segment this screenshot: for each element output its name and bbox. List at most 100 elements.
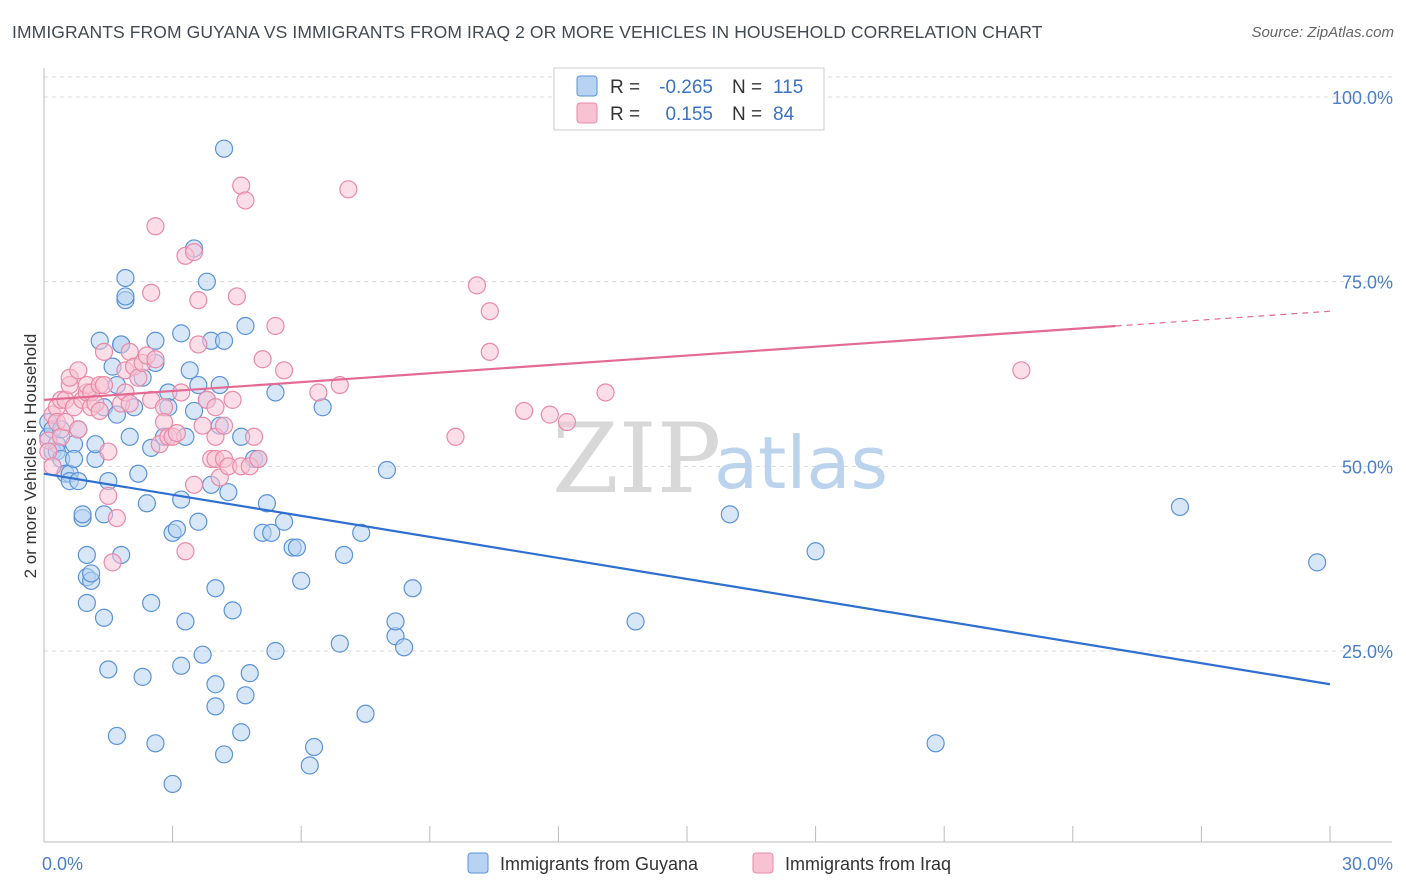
guyana-point xyxy=(274,512,294,531)
series-legend: Immigrants from Guyana Immigrants from I… xyxy=(467,852,951,874)
guyana-point xyxy=(232,723,251,742)
iraq-point xyxy=(309,383,328,402)
guyana-point xyxy=(142,593,161,613)
bottom-legend-label-iraq: Immigrants from Iraq xyxy=(785,854,951,874)
iraq-trend-line xyxy=(43,324,1116,401)
guyana-point xyxy=(292,571,311,590)
iraq-point xyxy=(184,243,204,262)
guyana-point xyxy=(77,545,96,565)
guyana-point xyxy=(163,774,182,794)
y-tick-label: 75.0% xyxy=(1342,273,1393,293)
watermark-zip: ZIP xyxy=(552,403,721,515)
guyana-point xyxy=(304,737,324,757)
legend-r-value-iraq: 0.155 xyxy=(665,104,713,125)
y-axis-label: 2 or more Vehicles in Household xyxy=(21,334,40,579)
guyana-point xyxy=(219,483,238,502)
iraq-point xyxy=(99,486,118,505)
chart-source: Source: ZipAtlas.com xyxy=(1251,24,1394,41)
legend-n-value-guyana: 115 xyxy=(773,77,803,98)
iraq-point xyxy=(214,416,234,435)
grid-lines xyxy=(44,76,1392,652)
guyana-point xyxy=(334,545,354,565)
guyana-point xyxy=(206,675,225,694)
iraq-point xyxy=(184,475,204,494)
bottom-legend-label-guyana: Immigrants from Guyana xyxy=(500,854,699,874)
guyana-point xyxy=(167,520,186,539)
guyana-point xyxy=(189,512,208,531)
y-tick-label: 50.0% xyxy=(1342,457,1393,477)
iraq-point xyxy=(94,375,114,395)
iraq-point xyxy=(223,390,242,409)
iraq-point xyxy=(103,553,122,572)
guyana-point xyxy=(116,287,135,306)
iraq-point xyxy=(515,401,534,421)
guyana-point xyxy=(394,638,414,657)
iraq-point xyxy=(99,442,118,461)
bottom-legend-swatch-guyana xyxy=(467,852,489,874)
guyana-point xyxy=(356,704,375,723)
y-tick-label: 100.0% xyxy=(1332,88,1393,108)
iraq-trend-line-extension xyxy=(1115,310,1331,327)
guyana-point xyxy=(120,427,139,446)
guyana-point xyxy=(266,641,285,661)
guyana-point xyxy=(180,361,199,380)
iraq-point xyxy=(107,508,126,528)
guyana-point xyxy=(210,375,229,395)
x-tick-label: 30.0% xyxy=(1342,854,1393,874)
guyana-point xyxy=(94,608,114,627)
iraq-point xyxy=(120,394,139,413)
iraq-point xyxy=(43,457,62,476)
iraq-point xyxy=(467,276,487,295)
iraq-point xyxy=(189,335,208,354)
guyana-point xyxy=(403,579,422,598)
stats-legend: R = -0.265 N = 115 R = 0.155 N = 84 xyxy=(553,67,825,131)
tick-labels: 100.0% 75.0% 50.0% 25.0% 0.0% 30.0% xyxy=(42,88,1393,874)
guyana-point xyxy=(172,490,191,509)
iraq-point xyxy=(249,449,268,469)
guyana-trend-line xyxy=(43,472,1331,686)
guyana-point xyxy=(223,601,242,620)
iraq-point xyxy=(480,302,499,321)
guyana-point xyxy=(193,645,212,664)
iraq-point xyxy=(274,361,294,380)
guyana-point xyxy=(240,664,259,683)
iraq-point xyxy=(167,423,186,443)
legend-r-label-guyana: R = xyxy=(610,77,640,98)
iraq-point xyxy=(176,542,195,561)
legend-n-value-iraq: 84 xyxy=(773,104,795,125)
watermark-atlas: atlas xyxy=(714,421,888,505)
iraq-point xyxy=(172,383,191,402)
guyana-point xyxy=(214,745,234,764)
guyana-point xyxy=(184,401,204,421)
guyana-point xyxy=(262,523,281,542)
legend-r-label-iraq: R = xyxy=(610,104,640,125)
iraq-point xyxy=(69,361,88,380)
trend-lines xyxy=(43,310,1331,686)
guyana-point xyxy=(352,523,371,542)
iraq-point xyxy=(253,350,272,369)
y-tick-label: 25.0% xyxy=(1342,642,1393,662)
guyana-point xyxy=(386,612,405,631)
iraq-point xyxy=(142,283,161,302)
x-tick-label: 0.0% xyxy=(42,854,83,874)
iraq-point xyxy=(266,316,285,336)
guyana-point xyxy=(377,460,397,480)
guyana-point xyxy=(107,726,126,746)
guyana-point xyxy=(189,375,208,395)
iraq-point xyxy=(596,383,615,402)
legend-n-label-iraq: N = xyxy=(732,104,762,125)
guyana-point xyxy=(300,756,319,775)
iraq-point xyxy=(1012,361,1031,380)
guyana-point xyxy=(1308,553,1327,572)
iraq-point xyxy=(146,350,165,369)
guyana-point xyxy=(926,734,945,753)
iraq-point xyxy=(90,401,109,421)
guyana-point xyxy=(176,612,195,631)
legend-n-label-guyana: N = xyxy=(732,77,762,98)
guyana-point xyxy=(64,449,84,469)
iraq-point xyxy=(557,412,577,432)
guyana-point xyxy=(99,660,118,679)
guyana-point xyxy=(287,538,307,557)
iraq-point xyxy=(227,287,246,306)
